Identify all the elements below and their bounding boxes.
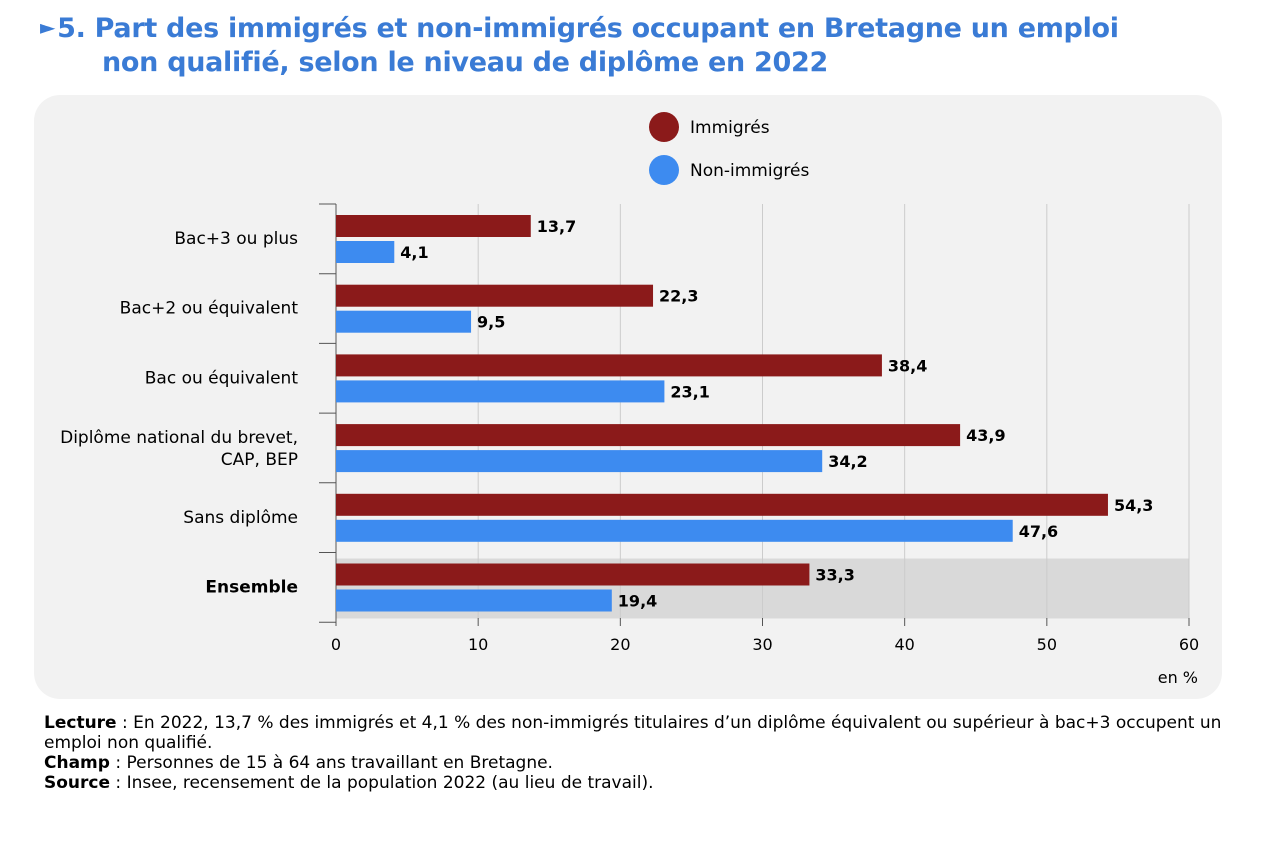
data-label: 9,5	[477, 313, 505, 332]
data-label: 19,4	[618, 592, 657, 611]
bar-chart: 13,7 4,1 Bac+3 ou plus 22,3 9,5 Bac+2 ou équi…	[60, 112, 1199, 687]
champ-text: : Personnes de 15 à 64 ans travaillant e…	[109, 753, 553, 773]
category-label: Bac ou équivalent	[145, 368, 299, 388]
bar-immigres	[336, 284, 654, 307]
lecture-label: Lecture	[44, 713, 117, 733]
category-label: Bac+3 ou plus	[174, 229, 298, 249]
bar-immigres	[336, 563, 810, 586]
bar-non-immigres	[336, 310, 472, 333]
legend-swatch	[649, 112, 679, 142]
x-tick-label: 0	[331, 635, 341, 654]
bar-non-immigres	[336, 589, 612, 612]
x-tick-label: 50	[1037, 635, 1057, 654]
chart-notes: Lecture : En 2022, 13,7 % des immigrés e…	[44, 713, 1234, 793]
category-label: CAP, BEP	[221, 450, 298, 470]
legend-swatch	[649, 155, 679, 185]
x-tick-label: 10	[468, 635, 488, 654]
lecture-text: : En 2022, 13,7 % des immigrés et 4,1 % …	[44, 713, 1222, 753]
category-label: Ensemble	[205, 578, 298, 598]
chart-title: ►5. Part des immigrés et non-immigrés oc…	[40, 10, 1240, 80]
bar-non-immigres	[336, 380, 665, 403]
bar-immigres	[336, 215, 531, 237]
data-label: 38,4	[888, 356, 927, 375]
source-label: Source	[44, 773, 111, 793]
legend-label: Non-immigrés	[690, 161, 809, 181]
data-label: 43,9	[966, 426, 1005, 445]
title-text-1: 5. Part des immigrés et non-immigrés occ…	[57, 13, 1119, 44]
bar-immigres	[336, 493, 1108, 516]
bar-non-immigres	[336, 519, 1013, 542]
category-label: Bac+2 ou équivalent	[120, 299, 299, 319]
data-label: 47,6	[1019, 522, 1058, 541]
note-source: Source : Insee, recensement de la popula…	[44, 773, 1234, 793]
data-label: 23,1	[670, 382, 709, 401]
x-tick-label: 20	[610, 635, 630, 654]
bar-non-immigres	[336, 241, 395, 263]
champ-label: Champ	[44, 753, 110, 773]
category-label: Diplôme national du brevet,	[60, 428, 298, 448]
data-label: 54,3	[1114, 496, 1153, 515]
title-line-2: non qualifié, selon le niveau de diplôme…	[102, 47, 828, 78]
x-tick-label: 30	[752, 635, 772, 654]
x-tick-label: 60	[1179, 635, 1199, 654]
source-text: : Insee, recensement de la population 20…	[110, 773, 654, 793]
legend-label: Immigrés	[690, 118, 770, 138]
data-label: 22,3	[659, 287, 698, 306]
data-label: 4,1	[400, 243, 428, 262]
data-label: 34,2	[828, 452, 867, 471]
bar-non-immigres	[336, 450, 823, 473]
bar-immigres	[336, 424, 961, 447]
data-label: 13,7	[537, 217, 576, 236]
x-axis-label: en %	[1158, 668, 1198, 687]
note-lecture: Lecture : En 2022, 13,7 % des immigrés e…	[44, 713, 1234, 753]
title-line-1: ►5. Part des immigrés et non-immigrés oc…	[40, 10, 1240, 46]
bar-immigres	[336, 354, 882, 377]
data-label: 33,3	[815, 566, 854, 585]
category-label: Sans diplôme	[183, 508, 298, 528]
note-champ: Champ : Personnes de 15 à 64 ans travail…	[44, 753, 1234, 773]
title-marker-icon: ►	[40, 15, 56, 39]
x-tick-label: 40	[894, 635, 914, 654]
